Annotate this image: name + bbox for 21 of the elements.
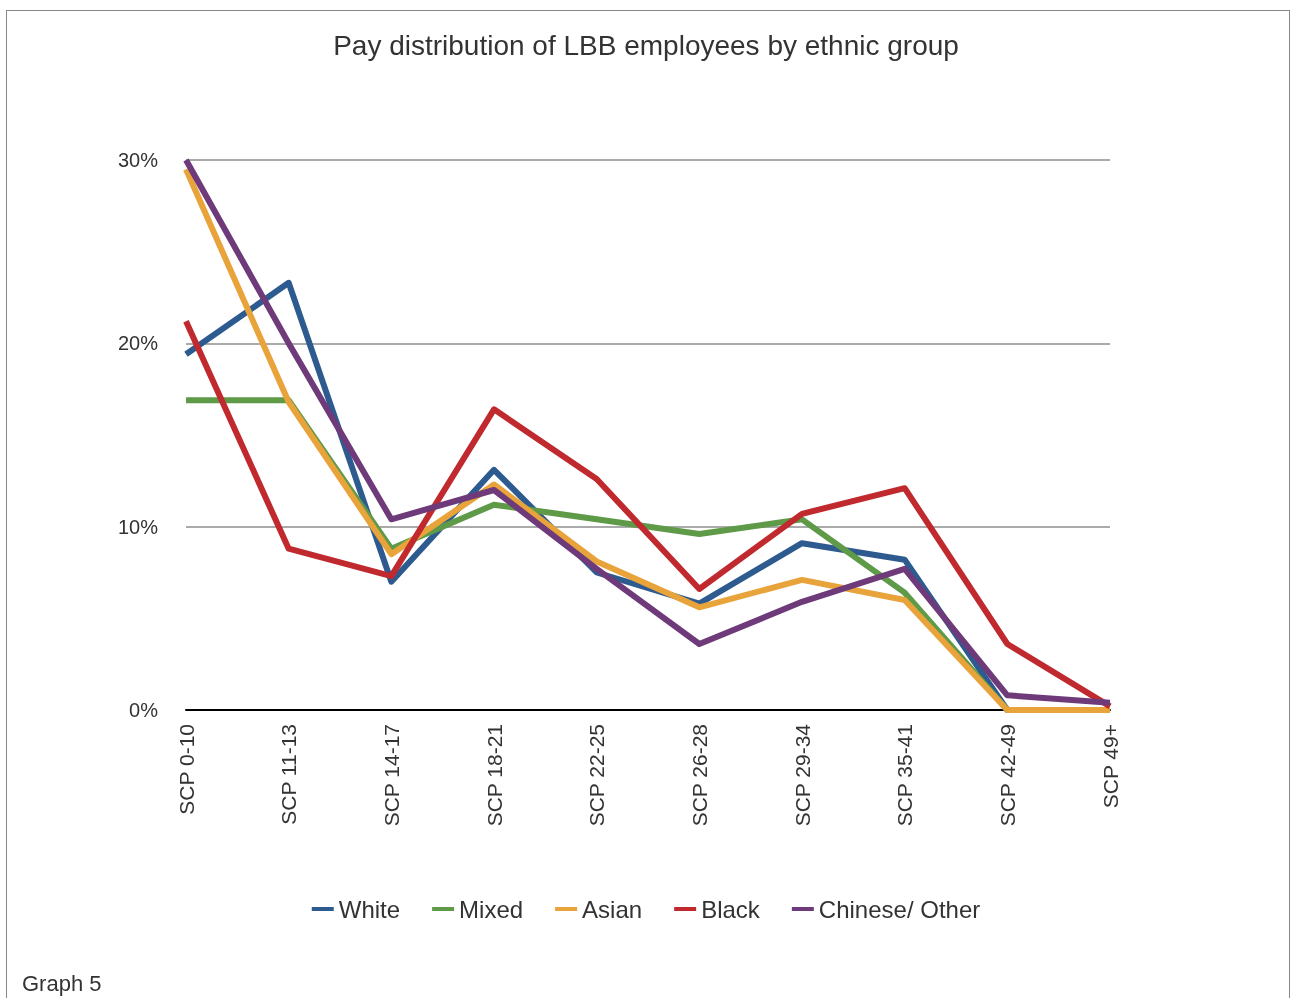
chart-title: Pay distribution of LBB employees by ethnic group	[333, 29, 959, 61]
legend-label: White	[338, 895, 401, 923]
caption: Graph 5	[22, 970, 102, 996]
y-tick-label: 20%	[117, 332, 159, 355]
legend-label: Asian	[582, 895, 643, 923]
x-tick-label: SCP 49+	[1098, 724, 1122, 809]
x-tick-label: SCP 11-13	[277, 724, 301, 825]
y-tick-label: 30%	[117, 149, 159, 171]
y-tick-label: 10%	[117, 515, 159, 538]
x-tick-label: SCP 0-10	[174, 724, 198, 815]
legend-label: Black	[701, 895, 761, 923]
legend-label: Mixed	[459, 895, 524, 923]
legend-label: Chinese/ Other	[818, 895, 981, 923]
x-tick-label: SCP 42-49	[995, 724, 1019, 827]
x-tick-label: SCP 26-28	[687, 724, 711, 827]
x-tick-label: SCP 18-21	[482, 724, 506, 827]
x-tick-label: SCP 14-17	[379, 724, 403, 827]
y-tick-label: 0%	[129, 699, 159, 721]
x-tick-label: SCP 22-25	[585, 724, 609, 827]
x-tick-label: SCP 29-34	[790, 723, 814, 827]
x-tick-label: SCP 35-41	[893, 724, 917, 827]
